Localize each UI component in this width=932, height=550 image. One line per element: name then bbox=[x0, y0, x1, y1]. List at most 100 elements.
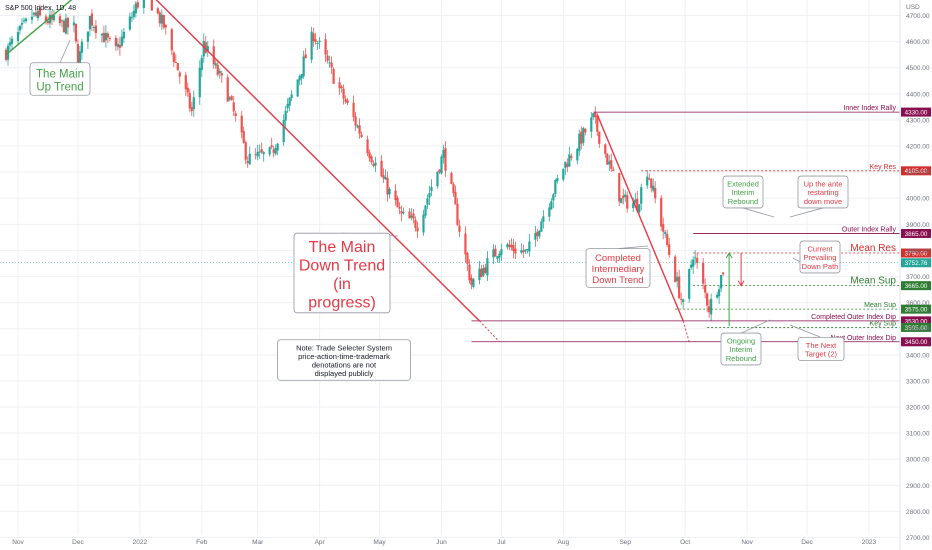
candle-body bbox=[400, 211, 403, 214]
y-tick-label: 3500.00 bbox=[906, 326, 930, 333]
candle-body bbox=[452, 184, 455, 193]
candle-body bbox=[430, 186, 433, 192]
candle-body bbox=[160, 14, 163, 24]
chart-symbol-title: S&P 500 Index, 1D, 48 bbox=[5, 5, 76, 12]
candle-body bbox=[268, 147, 271, 155]
downpath-arrowhead bbox=[737, 280, 745, 287]
level-label: Next Outer Index Dip bbox=[831, 335, 896, 342]
level-label: Mean Sup bbox=[864, 302, 896, 309]
candle-body bbox=[520, 250, 523, 253]
candle-body bbox=[500, 249, 503, 256]
candle-body bbox=[492, 249, 495, 258]
current-price-text: 3752.76 bbox=[905, 260, 928, 267]
x-tick-label: Mar bbox=[252, 539, 264, 546]
candle-body bbox=[398, 207, 401, 209]
extended-interim-box bbox=[722, 175, 764, 209]
y-tick-label: 4000.00 bbox=[906, 196, 930, 203]
candle-body bbox=[38, 8, 42, 16]
candle-body bbox=[66, 17, 70, 28]
candle-body bbox=[4, 49, 8, 60]
candle-body bbox=[286, 103, 289, 109]
candle-body bbox=[722, 272, 725, 275]
projection-arrows bbox=[725, 252, 745, 327]
candle-body bbox=[538, 230, 541, 237]
completed-intermediary-box bbox=[585, 248, 651, 288]
level-label: Inner Index Rally bbox=[843, 105, 896, 112]
x-tick-label: Dec bbox=[72, 539, 84, 546]
candle-body bbox=[550, 201, 553, 210]
candle-body bbox=[706, 293, 709, 306]
level-badge bbox=[901, 322, 931, 332]
candle-body bbox=[680, 298, 683, 300]
candle-body bbox=[368, 152, 371, 159]
current-prevailing-box bbox=[799, 240, 841, 274]
candle-body bbox=[484, 267, 487, 273]
y-axis[interactable]: 2700.00 2800.00 2900.00 3000.00 3100.00 3200.… bbox=[899, 0, 930, 550]
candle-body bbox=[360, 134, 363, 138]
y-tick-label: 3300.00 bbox=[906, 378, 930, 385]
candle-body bbox=[190, 107, 193, 112]
candle-body bbox=[528, 241, 531, 252]
candle-body bbox=[688, 269, 691, 299]
candle-body bbox=[638, 204, 641, 213]
candle-body bbox=[242, 131, 245, 143]
candle-body bbox=[184, 75, 187, 90]
level-label: Key Sup bbox=[870, 320, 897, 327]
candle-body bbox=[576, 149, 579, 161]
candle-body bbox=[604, 144, 607, 155]
level-badge-text: 3575.00 bbox=[905, 307, 928, 314]
candle-body bbox=[608, 161, 611, 165]
candle-body bbox=[46, 21, 50, 24]
candle-body bbox=[468, 264, 471, 281]
main-down-trend-box bbox=[293, 232, 391, 314]
candle-body bbox=[80, 41, 84, 53]
candle-body bbox=[580, 131, 583, 144]
candle-body bbox=[668, 244, 671, 255]
candle-body bbox=[682, 299, 685, 303]
candle-body bbox=[50, 14, 54, 20]
candle-body bbox=[302, 56, 305, 77]
candle-body bbox=[312, 33, 315, 42]
candle-body bbox=[330, 62, 333, 68]
note-text: Note: Trade Selecter System price-action-… bbox=[296, 343, 392, 378]
candle-body bbox=[318, 40, 321, 43]
candle-body bbox=[626, 195, 629, 209]
candle-body bbox=[188, 93, 191, 109]
candle-body bbox=[666, 234, 669, 246]
candle-body bbox=[440, 156, 443, 174]
candle-body bbox=[436, 171, 439, 187]
ongoing-interim-text: Ongoing Interim Rebound bbox=[726, 337, 756, 363]
candle-body bbox=[416, 227, 419, 232]
candle-body bbox=[594, 112, 597, 118]
level-badge bbox=[901, 304, 931, 314]
candle-body bbox=[130, 17, 133, 19]
candle-body bbox=[74, 23, 78, 42]
candle-body bbox=[612, 169, 615, 171]
candle-body bbox=[64, 18, 68, 34]
candle-body bbox=[414, 219, 417, 229]
candle-body bbox=[456, 203, 459, 226]
candle-body bbox=[118, 44, 121, 48]
candle-body bbox=[624, 194, 627, 197]
candle-body bbox=[526, 248, 529, 250]
candle-body bbox=[590, 117, 593, 132]
candle-body bbox=[10, 38, 14, 44]
candle-body bbox=[116, 43, 119, 47]
candle-body bbox=[450, 173, 453, 185]
candle-body bbox=[122, 31, 125, 39]
candle-body bbox=[220, 73, 223, 76]
candle-body bbox=[366, 139, 369, 154]
candle-body bbox=[100, 33, 103, 36]
x-tick-label: Jun bbox=[436, 539, 447, 546]
candle-body bbox=[156, 8, 159, 14]
candle-body bbox=[226, 77, 229, 102]
candle-body bbox=[472, 279, 475, 287]
candle-body bbox=[44, 16, 48, 22]
candle-body bbox=[570, 156, 573, 159]
candle-body bbox=[444, 148, 447, 171]
candle-body bbox=[426, 198, 429, 205]
x-axis[interactable]: Nov Dec 2022 Feb Mar Apr May Jun Jul Aug Sep Oct Nov… bbox=[12, 539, 876, 546]
trendline bbox=[5, 0, 73, 56]
level-badge-text: 4330.00 bbox=[905, 109, 928, 116]
